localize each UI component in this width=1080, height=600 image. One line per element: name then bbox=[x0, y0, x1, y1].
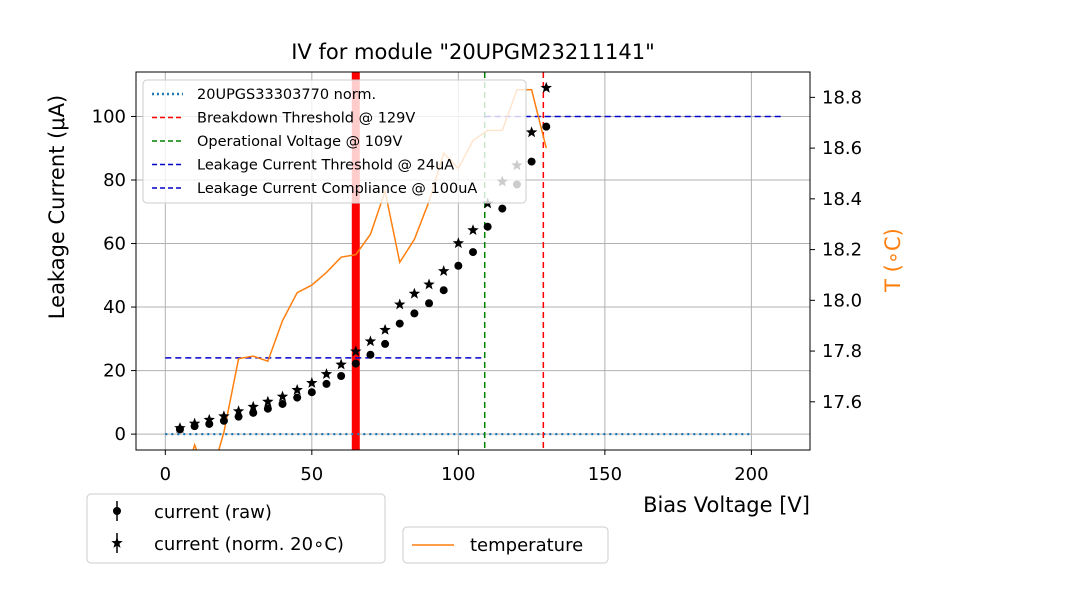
normalized-current-point bbox=[452, 237, 465, 249]
legend-lines-frame bbox=[142, 79, 527, 204]
x-axis: 0 50 100 150 200 bbox=[160, 450, 769, 485]
y2-tick-label: 18.8 bbox=[822, 87, 862, 108]
y2-tick-label: 18.2 bbox=[822, 240, 862, 261]
normalized-current-point bbox=[394, 298, 406, 310]
legend-raw-marker bbox=[113, 507, 121, 515]
x-tick-label: 50 bbox=[300, 464, 323, 485]
x-tick-label: 100 bbox=[441, 464, 475, 485]
y2-tick-label: 18.6 bbox=[822, 138, 862, 159]
raw-current-point bbox=[483, 222, 492, 231]
x-tick-label: 150 bbox=[588, 464, 622, 485]
legend-line-label: Operational Voltage @ 109V bbox=[197, 134, 402, 150]
raw-current-point bbox=[395, 319, 404, 328]
normalized-current-point bbox=[335, 358, 347, 370]
legend-temperature: temperature bbox=[402, 526, 609, 564]
raw-current-point bbox=[410, 309, 419, 318]
raw-current-point bbox=[263, 404, 272, 413]
normalized-current-point bbox=[218, 410, 230, 422]
normalized-current-point bbox=[203, 413, 215, 425]
normalized-current-point bbox=[306, 376, 318, 388]
raw-current-point bbox=[527, 157, 536, 166]
normalized-current-point bbox=[525, 126, 538, 138]
normalized-current-point bbox=[247, 400, 259, 412]
y2-tick-label: 18.0 bbox=[822, 290, 862, 311]
legend-line-label: Breakdown Threshold @ 129V bbox=[197, 111, 415, 127]
normalized-current-point bbox=[350, 345, 362, 357]
legend-points-frame bbox=[86, 493, 386, 564]
legend-line-label: Leakage Current Compliance @ 100uA bbox=[197, 181, 477, 197]
legend-norm-label: current (norm. 20∘C) bbox=[154, 534, 344, 555]
legend-line-label: 20UPGS33303770 norm. bbox=[197, 87, 376, 103]
y-tick-label: 40 bbox=[103, 297, 126, 318]
normalized-current-point bbox=[467, 224, 479, 236]
y-tick-label: 60 bbox=[103, 234, 126, 255]
y2-tick-label: 17.6 bbox=[822, 392, 862, 413]
y-axis-label: Leakage Current (μA) bbox=[45, 95, 69, 319]
normalized-current-point bbox=[408, 287, 421, 299]
x-tick-label: 200 bbox=[734, 464, 768, 485]
raw-current-point bbox=[381, 339, 390, 348]
legend-norm-marker bbox=[111, 537, 123, 548]
markers-layer bbox=[174, 81, 552, 434]
legend-lines: 20UPGS33303770 norm. Breakdown Threshold … bbox=[142, 79, 527, 204]
normalized-current-point bbox=[174, 422, 186, 433]
raw-current-point bbox=[278, 399, 287, 408]
normalized-current-point bbox=[423, 278, 435, 290]
normalized-current-point bbox=[437, 265, 450, 277]
chart-title: IV for module "20UPGM23211141" bbox=[291, 40, 655, 64]
legend-line-label: Leakage Current Threshold @ 24uA bbox=[197, 158, 454, 174]
raw-current-point bbox=[366, 350, 375, 359]
raw-current-point bbox=[498, 204, 507, 213]
normalized-current-point bbox=[276, 390, 289, 402]
normalized-current-point bbox=[364, 335, 377, 347]
legend-temperature-frame bbox=[402, 526, 609, 564]
raw-current-point bbox=[307, 388, 316, 397]
y2-axis: 17.6 17.8 18.0 18.2 18.4 18.6 18.8 bbox=[810, 87, 862, 413]
y-axis: 0 20 40 60 80 100 bbox=[92, 106, 136, 445]
raw-current-point bbox=[293, 393, 302, 402]
normalized-current-point bbox=[379, 323, 391, 335]
y-tick-label: 0 bbox=[115, 424, 126, 445]
raw-current-point bbox=[425, 299, 434, 308]
raw-current-point bbox=[337, 371, 346, 380]
normalized-current-point bbox=[320, 368, 333, 379]
raw-current-point bbox=[469, 248, 477, 257]
plot-frame bbox=[135, 71, 811, 451]
y2-tick-label: 17.8 bbox=[822, 341, 862, 362]
y2-axis-label: T (∘C) bbox=[881, 228, 905, 293]
y-tick-label: 80 bbox=[103, 170, 126, 191]
raw-current-point bbox=[249, 408, 258, 417]
normalized-current-point bbox=[262, 395, 274, 407]
normalized-current-point bbox=[188, 417, 201, 429]
y-tick-label: 20 bbox=[103, 361, 126, 382]
legend-raw-label: current (raw) bbox=[154, 502, 272, 523]
raw-current-point bbox=[351, 359, 360, 368]
legend-points: current (raw) current (norm. 20∘C) bbox=[86, 493, 386, 564]
legend-temperature-label: temperature bbox=[470, 535, 583, 556]
y2-tick-label: 18.4 bbox=[822, 189, 862, 210]
raw-current-point bbox=[454, 261, 463, 270]
y-tick-label: 100 bbox=[92, 106, 126, 127]
x-axis-label: Bias Voltage [V] bbox=[643, 493, 810, 517]
raw-current-point bbox=[542, 122, 551, 131]
x-tick-label: 0 bbox=[160, 464, 171, 485]
normalized-current-point bbox=[291, 383, 303, 395]
normalized-current-point bbox=[232, 405, 245, 417]
raw-current-point bbox=[322, 379, 331, 388]
raw-current-point bbox=[439, 286, 448, 295]
normalized-current-point bbox=[540, 81, 552, 93]
